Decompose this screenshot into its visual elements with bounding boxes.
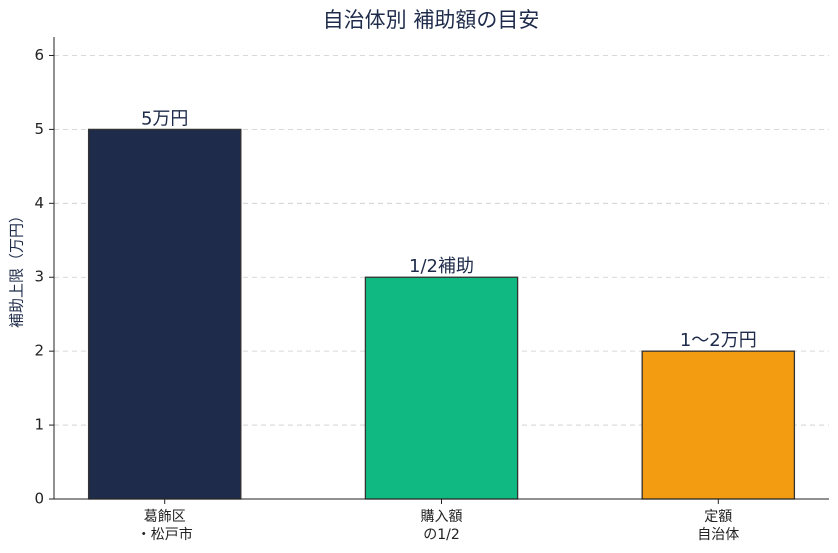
y-tick-label: 5 bbox=[34, 120, 44, 138]
bar-annotation: 5万円 bbox=[141, 108, 188, 129]
x-tick-label: 葛飾区 bbox=[144, 509, 186, 525]
x-tick-label: 購入額 bbox=[421, 509, 463, 525]
chart-title: 自治体別 補助額の目安 bbox=[323, 8, 540, 32]
x-tick-label: 自治体 bbox=[697, 527, 739, 543]
bar bbox=[87, 128, 242, 500]
x-tick-label: 定額 bbox=[704, 509, 732, 525]
y-tick-label: 0 bbox=[34, 490, 44, 508]
y-tick-label: 4 bbox=[34, 194, 44, 212]
bar bbox=[364, 276, 519, 500]
x-tick-label: ・松戸市 bbox=[137, 526, 193, 543]
bar-annotation: 1〜2万円 bbox=[680, 330, 757, 351]
bar-annotation: 1/2補助 bbox=[409, 256, 474, 277]
y-axis-label: 補助上限（万円） bbox=[8, 208, 26, 328]
x-tick-label: の1/2 bbox=[423, 527, 460, 543]
y-tick-label: 3 bbox=[34, 268, 44, 286]
y-tick-label: 6 bbox=[34, 46, 44, 64]
y-tick-label: 1 bbox=[34, 416, 44, 434]
y-tick-label: 2 bbox=[34, 342, 44, 360]
bar bbox=[641, 350, 796, 500]
